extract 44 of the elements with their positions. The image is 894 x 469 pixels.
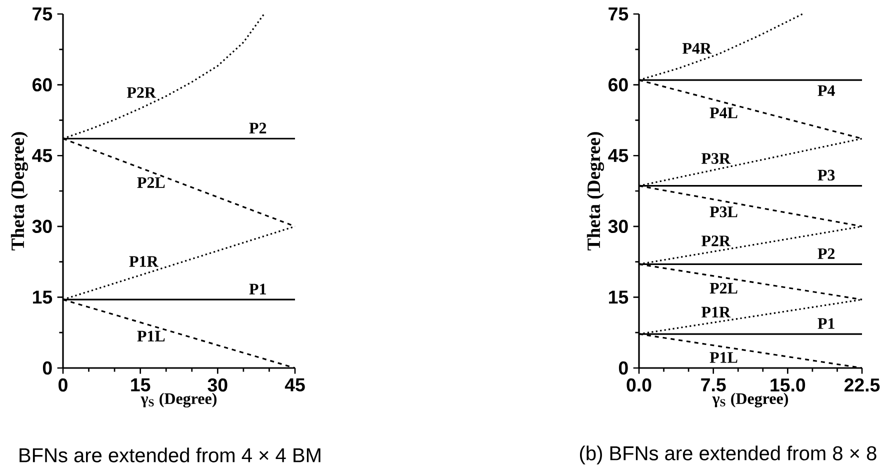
text: BFNs are extended from 4 × 4 BM: [20, 448, 320, 462]
series-label: P1L: [137, 330, 165, 342]
series-label: P1R: [701, 306, 731, 318]
series-label: P2L: [137, 177, 165, 188]
y-tick-label: 15: [33, 290, 52, 304]
y-axis-title: Theta (Degree): [10, 132, 28, 250]
x-tick-label: 45: [284, 378, 305, 392]
x-tick-label: 22.5: [844, 378, 880, 392]
y-tick-label: 75: [608, 8, 628, 21]
text: (b) BFNs are extended from 8 × 8: [580, 446, 876, 464]
series-label: P1R: [129, 256, 158, 267]
y-tick-label: 15: [609, 290, 628, 304]
series-label: P2: [249, 122, 266, 134]
series-label: P1: [249, 284, 266, 294]
y-tick-label: 30: [32, 220, 52, 234]
series-label: P4R: [682, 43, 712, 54]
x-tick-label: 15: [131, 378, 150, 392]
y-tick-label: 45: [608, 149, 628, 162]
x-tick-label: 0.0: [626, 378, 652, 392]
y-tick-label: 30: [608, 220, 628, 234]
series-label: P4: [818, 85, 835, 96]
series-label: P2: [818, 248, 835, 259]
series-label: P3R: [701, 153, 731, 164]
series-label: P3: [818, 170, 835, 181]
y-tick-label: 45: [32, 149, 52, 162]
y-tick-label: 60: [608, 78, 628, 92]
x-tick-label: 7.5: [701, 378, 726, 392]
series-label: P2L: [710, 282, 738, 294]
series-label: P4L: [710, 108, 738, 118]
series-label: P2R: [701, 236, 731, 246]
series-label: P3L: [710, 206, 738, 218]
series-label: P1L: [710, 352, 738, 363]
series-label: P1: [818, 318, 834, 329]
y-axis-title: Theta (Degree): [586, 132, 604, 250]
x-tick-label: 30: [208, 378, 228, 392]
x-axis-title: γ$_{S}$ (Degree): [140, 392, 217, 408]
y-tick-label: 75: [32, 8, 52, 21]
x-tick-label: 0: [58, 378, 68, 392]
y-tick-label: 60: [32, 78, 52, 92]
series-label: P2R: [126, 87, 156, 98]
y-tick-label: 0: [618, 361, 628, 375]
y-tick-label: 0: [42, 361, 52, 375]
x-axis-title: γ$_{S}$ (Degree): [712, 392, 788, 408]
x-tick-label: 15.0: [770, 378, 806, 392]
